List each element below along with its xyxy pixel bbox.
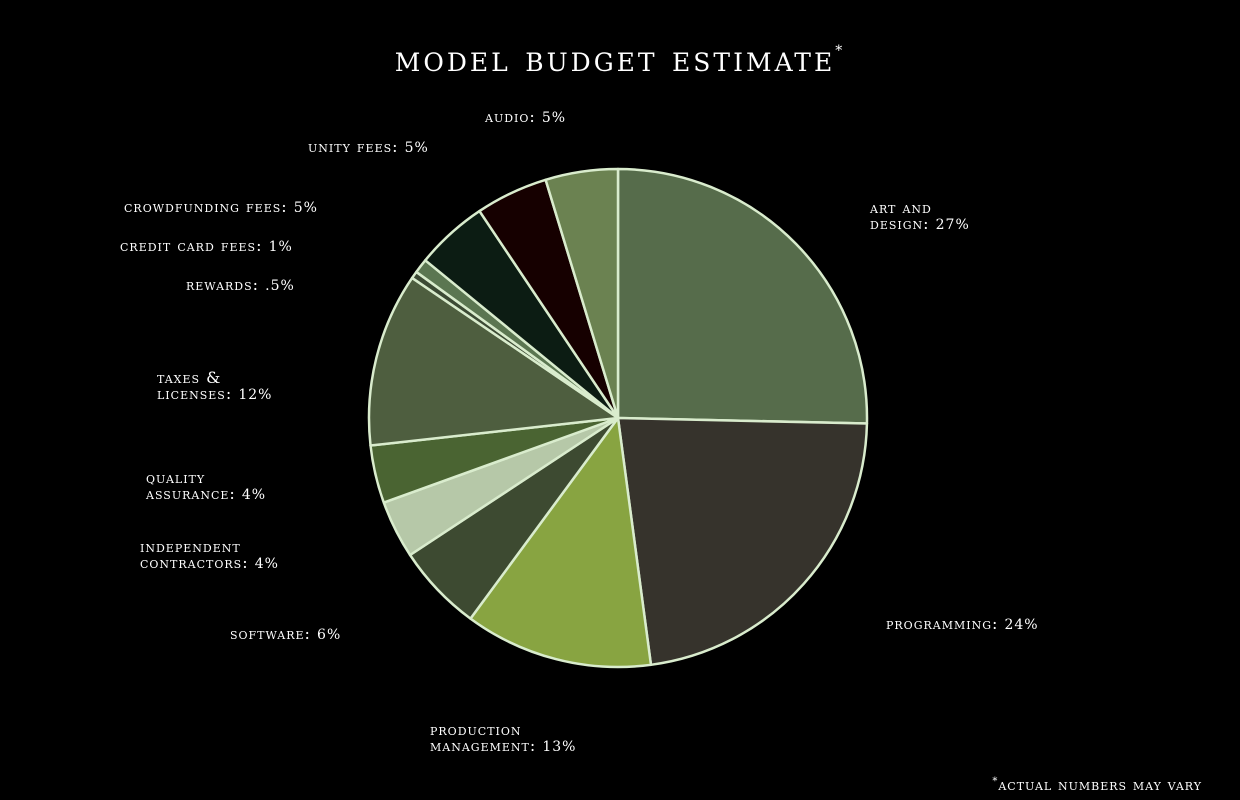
label-taxes-and-licenses: Taxes & Licenses: 12% [157, 368, 273, 404]
pie-slice-taxes-licenses [367, 276, 620, 447]
pie-slice-audio [544, 167, 620, 420]
chart-title-text: Model Budget Estimate [394, 39, 836, 80]
pie-slice-programming [616, 416, 869, 667]
footnote-text: Actual numbers may vary [998, 776, 1202, 794]
label-rewards: Rewards: .5% [186, 275, 295, 295]
footnote-asterisk: * [992, 776, 999, 787]
chart-title: Model Budget Estimate* [0, 42, 1240, 78]
title-asterisk: * [835, 43, 846, 59]
label-credit-card-fees: Credit Card Fees: 1% [120, 236, 293, 256]
label-software: Software: 6% [230, 624, 342, 644]
label-independent-contractors: Independent Contractors: 4% [140, 537, 279, 573]
label-art-and-design: Art and Design: 27% [870, 198, 970, 234]
label-unity-fees: Unity Fees: 5% [308, 137, 429, 157]
footnote: *Actual numbers may vary [992, 776, 1202, 794]
pie-slice-art-and-design [616, 167, 869, 425]
label-programming: Programming: 24% [886, 614, 1039, 634]
pie-slice-production-management [469, 416, 653, 669]
label-quality-assurance: Quality Assurance: 4% [146, 468, 267, 504]
label-production-management: Production Management: 13% [430, 720, 577, 756]
label-audio: Audio: 5% [485, 107, 567, 127]
label-crowdfunding-fees: Crowdfunding Fees: 5% [124, 197, 318, 217]
